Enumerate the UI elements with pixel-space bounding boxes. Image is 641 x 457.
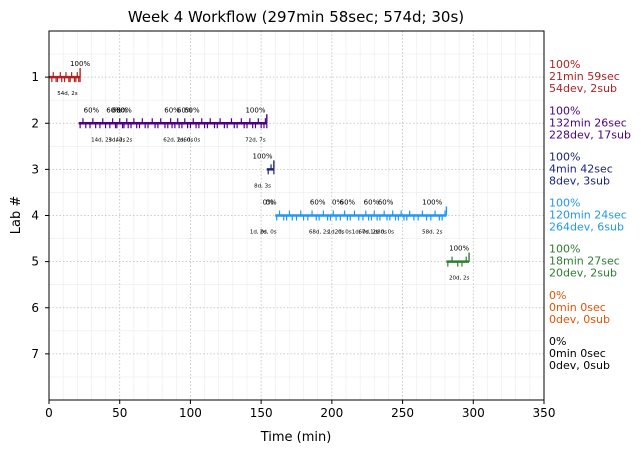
- y-tick-label: 3: [31, 162, 39, 176]
- lab-3-summary-line: 8dev, 3sub: [549, 174, 610, 187]
- segment-label: 4d, 2s: [116, 137, 133, 143]
- lab-6-summary-line: 0%: [549, 289, 566, 302]
- pct-mark-label: 0%: [332, 199, 343, 207]
- segment-label: 1d, 0s: [250, 230, 267, 236]
- lab-5-summary-line: 100%: [549, 243, 580, 256]
- lab-4-summary-line: 100%: [549, 197, 580, 210]
- lab-7-summary-line: 0min 0sec: [549, 347, 606, 360]
- lab-1-summary-line: 100%: [549, 58, 580, 71]
- y-axis-label: Lab #: [9, 196, 24, 235]
- x-tick-label: 0: [45, 406, 53, 420]
- lab-5-summary-line: 18min 27sec: [549, 255, 620, 268]
- segment-label: 1d, 0s: [370, 230, 387, 236]
- pct-mark-label: 60%: [164, 106, 180, 114]
- lab-6-summary-line: 0min 0sec: [549, 301, 606, 314]
- pct-mark-label: 60%: [310, 199, 326, 207]
- segment-label: 8d, 0s: [377, 230, 394, 236]
- lab-1-summary-line: 54dev, 2sub: [549, 82, 617, 95]
- segment-label: 2d, 0s: [335, 230, 352, 236]
- lab-2-summary-line: 100%: [549, 104, 580, 117]
- segment-label: 14d, 2s: [91, 137, 111, 143]
- x-tick-label: 350: [533, 406, 556, 420]
- pct-mark-label: 60%: [184, 106, 200, 114]
- pct-mark-label: 0%: [263, 199, 274, 207]
- pct-mark-label: 100%: [422, 199, 442, 207]
- lab-2-summary-line: 228dev, 17sub: [549, 128, 631, 141]
- y-tick-label: 7: [31, 347, 39, 361]
- lab-4-summary-line: 120min 24sec: [549, 209, 627, 222]
- pct-mark-label: 60%: [177, 106, 193, 114]
- segment-label: 1d, 0s: [352, 230, 369, 236]
- y-tick-label: 5: [31, 255, 39, 269]
- lab-3-summary-line: 100%: [549, 150, 580, 163]
- segment-label: 3d, 2s: [108, 137, 125, 143]
- lab-7-summary-line: 0dev, 0sub: [549, 359, 610, 372]
- x-tick-label: 300: [462, 406, 485, 420]
- y-tick-label: 4: [31, 209, 39, 223]
- pct-mark-label: 60%: [112, 106, 128, 114]
- segment-label: 20d, 2s: [449, 276, 469, 282]
- x-axis-label: Time (min): [260, 430, 332, 445]
- y-tick-label: 1: [31, 70, 39, 84]
- lab-1-summary-line: 21min 59sec: [549, 70, 620, 83]
- pct-mark-label: 100%: [449, 245, 469, 253]
- pct-mark-label: 60%: [364, 199, 380, 207]
- segment-label: 68d, 2s: [309, 230, 329, 236]
- segment-label: 8d, 3s: [254, 183, 271, 189]
- y-tick-label: 2: [31, 116, 39, 130]
- segment-label: 72d, 7s: [245, 137, 265, 143]
- lab-7-summary-line: 0%: [549, 335, 566, 348]
- segment-label: 2d, 0s: [260, 230, 277, 236]
- lab-5-summary-line: 20dev, 2sub: [549, 267, 617, 280]
- chart-title: Week 4 Workflow (297min 58sec; 574d; 30s…: [128, 8, 464, 26]
- plot-frame: [48, 30, 545, 401]
- segment-label: 1d, 0s: [176, 137, 193, 143]
- segment-label: 54d, 2s: [57, 91, 77, 97]
- x-tick-label: 100: [179, 406, 202, 420]
- pct-mark-label: 60%: [116, 106, 132, 114]
- pct-mark-label: 100%: [245, 106, 265, 114]
- x-tick-label: 200: [320, 406, 343, 420]
- pct-mark-label: 60%: [106, 106, 122, 114]
- x-tick-label: 250: [391, 406, 414, 420]
- x-tick-label: 50: [112, 406, 127, 420]
- segment-label: 58d, 2s: [422, 230, 442, 236]
- lab-3-summary-line: 4min 42sec: [549, 162, 613, 175]
- pct-mark-label: 100%: [253, 152, 273, 160]
- segment-label: 1d, 0s: [328, 230, 345, 236]
- lab-2-summary-line: 132min 26sec: [549, 116, 627, 129]
- segment-label: 62d, 2s: [163, 137, 183, 143]
- x-tick-label: 150: [250, 406, 273, 420]
- pct-mark-label: 60%: [84, 106, 100, 114]
- pct-mark-label: 0%: [265, 199, 276, 207]
- y-tick-label: 6: [31, 301, 39, 315]
- lab-6-summary-line: 0dev, 0sub: [549, 313, 610, 326]
- segment-label: 6d, 0s: [183, 137, 200, 143]
- pct-mark-label: 60%: [340, 199, 356, 207]
- segment-label: 67d, 2s: [358, 230, 378, 236]
- lab-4-summary-line: 264dev, 6sub: [549, 221, 624, 234]
- pct-mark-label: 60%: [378, 199, 394, 207]
- pct-mark-label: 100%: [70, 60, 90, 68]
